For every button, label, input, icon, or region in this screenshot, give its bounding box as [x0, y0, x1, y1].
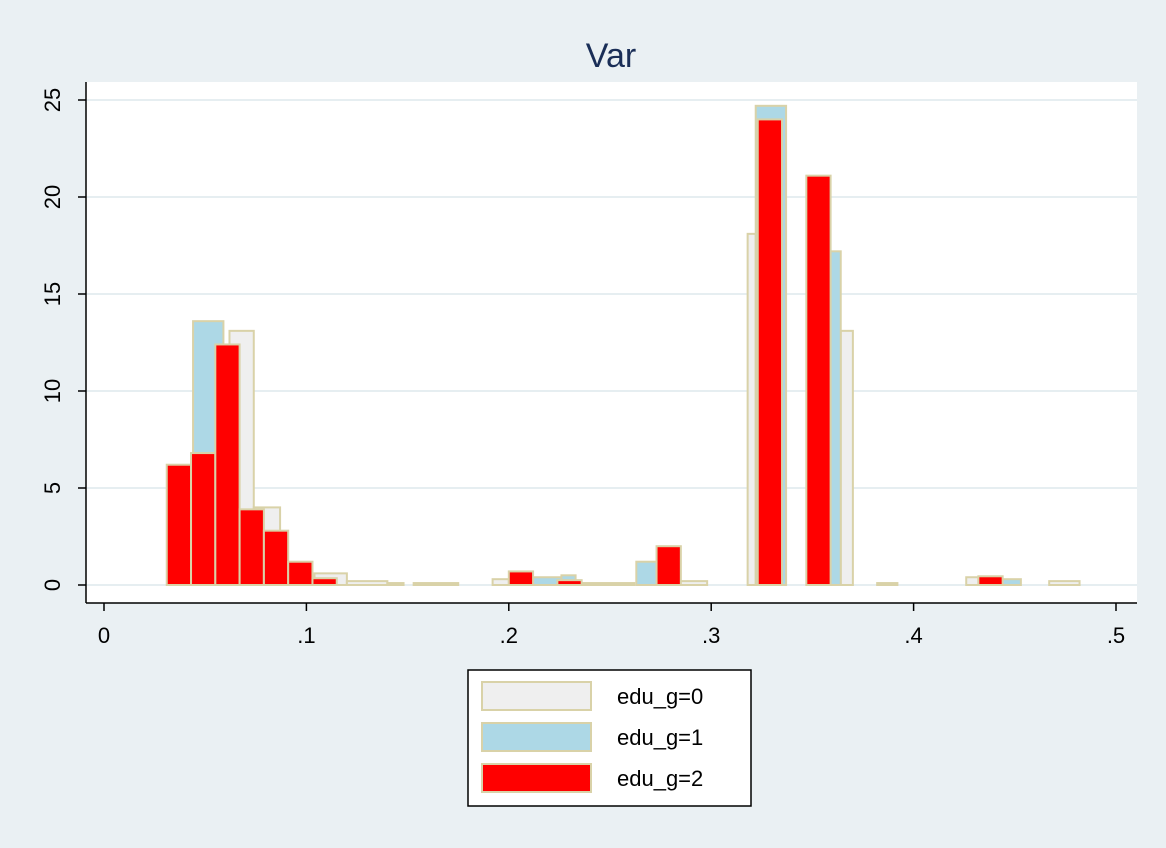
legend-label: edu_g=1: [617, 725, 703, 750]
x-tick-label: 0: [98, 623, 110, 648]
x-tick-label: .1: [297, 623, 315, 648]
bar: [677, 580, 709, 586]
bar: [412, 582, 460, 586]
bar: [756, 118, 784, 587]
x-tick-label: .2: [500, 623, 518, 648]
y-tick-label: 10: [40, 379, 65, 403]
bar: [165, 463, 193, 586]
bar: [655, 545, 682, 587]
chart-title: Var: [586, 37, 636, 75]
bar: [190, 452, 217, 586]
bar: [1048, 580, 1081, 586]
bar: [491, 578, 510, 586]
bar: [965, 576, 980, 586]
legend: edu_g=0 edu_g=1 edu_g=2: [467, 669, 752, 807]
bar: [635, 560, 658, 586]
axes: 0 5 10 15 20 25 0 .1 .2 .3 .4 .5: [40, 82, 1137, 648]
legend-swatch: [481, 681, 592, 711]
bar: [839, 329, 854, 586]
bar: [876, 582, 899, 586]
legend-swatch: [481, 722, 592, 752]
series-2: [165, 118, 1004, 587]
y-tick-label: 20: [40, 185, 65, 209]
bar: [345, 580, 389, 586]
legend-swatch: [481, 763, 592, 793]
bar: [578, 582, 636, 586]
x-tick-label: .4: [904, 623, 922, 648]
bar: [556, 579, 583, 587]
bar: [287, 560, 314, 586]
bar: [507, 570, 535, 586]
bar: [311, 577, 338, 587]
y-tick-label: 25: [40, 88, 65, 112]
legend-label: edu_g=0: [617, 684, 703, 709]
y-tick-label: 15: [40, 282, 65, 306]
bar: [977, 575, 1004, 587]
bar: [805, 174, 832, 586]
y-tick-label: 5: [40, 482, 65, 494]
bar: [999, 578, 1022, 586]
bars: [165, 104, 1081, 587]
bar: [386, 582, 405, 586]
bar: [238, 508, 265, 586]
x-tick-label: .3: [702, 623, 720, 648]
y-tick-label: 0: [40, 579, 65, 591]
x-tick-label: .5: [1107, 623, 1125, 648]
legend-label: edu_g=2: [617, 766, 703, 791]
bar: [262, 529, 290, 586]
bar: [214, 343, 241, 586]
bar: [746, 232, 757, 587]
